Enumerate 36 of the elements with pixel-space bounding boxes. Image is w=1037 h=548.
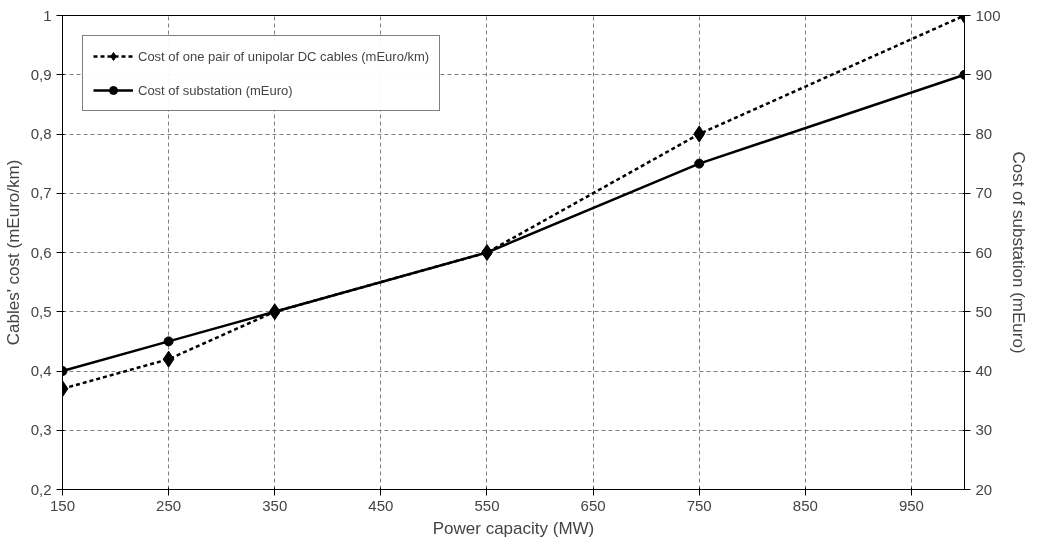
y-tick-label: 0,4 [30,362,52,379]
y-tick-label: 0,7 [30,184,52,202]
y-tick-label: 1 [43,6,52,24]
y-tick-label: 0,5 [30,302,52,320]
y2-tick-label: 70 [975,184,993,202]
y-tick-label: 0,2 [30,480,52,498]
y2-tick-label: 90 [975,65,993,83]
x-axis-title: Power capacity (MW) [432,518,595,538]
legend-label: Cost of one pair of unipolar DC cables (mEuro/km) [138,48,430,64]
point [162,350,175,368]
point [694,158,705,169]
y2-tick-label: 80 [975,125,993,142]
x-tick-label: 850 [792,496,818,514]
y-axis-title: Cables' cost (mEuro/km) [3,159,23,346]
x-tick-label: 750 [686,496,712,514]
legend-label: Cost of substation (mEuro) [138,82,293,98]
y2-tick-label: 40 [975,362,993,379]
y2-tick-label: 30 [975,421,993,439]
point [693,125,706,143]
x-tick-label: 150 [49,496,76,514]
x-tick-label: 450 [368,496,394,514]
y2-tick-label: 100 [975,6,1001,24]
y-tick-label: 0,9 [30,65,52,83]
x-tick-label: 350 [262,496,288,514]
x-tick-label: 250 [156,496,182,514]
y-tick-label: 0,3 [30,421,52,439]
y-tick-label: 0,6 [30,243,52,261]
point [163,336,174,347]
y2-tick-label: 50 [975,302,993,320]
y2-axis-title: Cost of substation (mEuro) [1008,151,1028,354]
y2-tick-label: 20 [975,480,993,498]
x-tick-label: 550 [474,496,500,514]
x-tick-label: 650 [580,496,606,514]
y-tick-label: 0,8 [30,125,52,142]
y2-tick-label: 60 [975,243,993,261]
x-tick-label: 950 [898,496,924,514]
